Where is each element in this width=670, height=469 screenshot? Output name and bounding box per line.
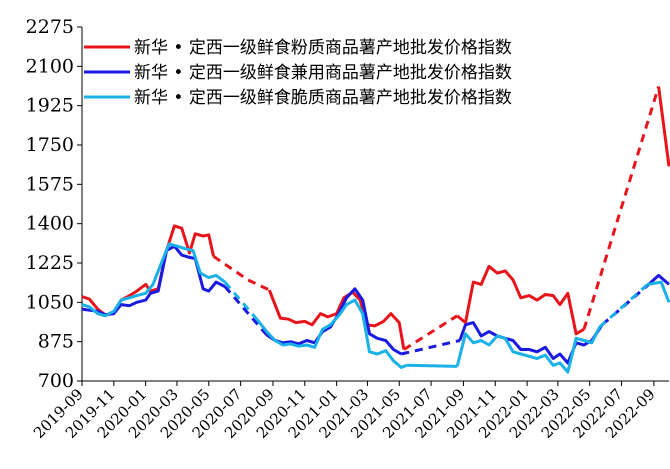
series-2-segment bbox=[400, 339, 461, 356]
y-tick-label: 1925 bbox=[26, 95, 74, 117]
series-3 bbox=[81, 242, 670, 374]
series-3-segment bbox=[598, 283, 649, 329]
series-3-segment bbox=[223, 281, 258, 321]
series-lines bbox=[81, 86, 670, 374]
series-1-segment bbox=[582, 86, 661, 330]
y-tick-label: 700 bbox=[38, 370, 74, 392]
series-3-segment bbox=[81, 242, 226, 318]
series-3-segment bbox=[647, 280, 670, 303]
y-tick-label: 1575 bbox=[26, 173, 74, 195]
series-1-segment bbox=[657, 86, 670, 167]
series-1 bbox=[81, 86, 670, 351]
y-tick-label: 875 bbox=[38, 331, 74, 353]
legend-entry: 新华 • 定西一级鲜食脆质商品薯产地批发价格指数 bbox=[134, 88, 512, 108]
series-1-segment bbox=[456, 264, 585, 336]
series-2 bbox=[81, 244, 670, 365]
series-3-segment bbox=[455, 326, 601, 374]
legend-entry: 新华 • 定西一级鲜食粉质商品薯产地批发价格指数 bbox=[134, 38, 512, 58]
legend-entry: 新华 • 定西一级鲜食兼用商品薯产地批发价格指数 bbox=[134, 63, 512, 83]
y-tick-label: 2100 bbox=[26, 55, 74, 77]
y-tick-label: 2275 bbox=[26, 16, 74, 38]
series-3-segment bbox=[255, 298, 408, 369]
series-1-segment bbox=[403, 314, 459, 351]
series-1-segment bbox=[81, 224, 215, 317]
y-tick-label: 1225 bbox=[26, 252, 74, 274]
series-1-segment bbox=[212, 255, 270, 292]
series-3-segment bbox=[406, 363, 458, 368]
y-tick-label: 1050 bbox=[26, 291, 74, 313]
y-tick-label: 1750 bbox=[26, 134, 74, 156]
y-tick-label: 1400 bbox=[26, 213, 74, 235]
series-2-segment bbox=[223, 285, 268, 336]
series-1-segment bbox=[267, 289, 406, 350]
